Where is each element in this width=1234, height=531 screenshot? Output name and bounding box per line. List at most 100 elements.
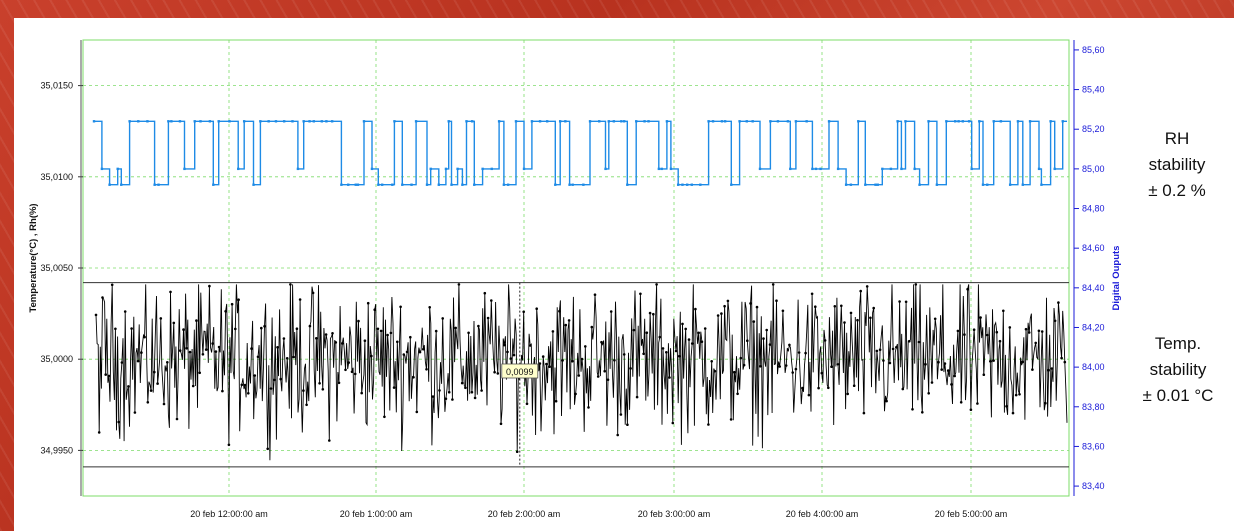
- temperature-series-marker: [525, 402, 529, 406]
- rh-series-marker: [252, 183, 255, 186]
- rh-series-marker: [836, 167, 840, 171]
- temperature-series-marker: [836, 363, 840, 366]
- x-tick-label: 20 feb 3:00:00 am: [638, 509, 711, 519]
- rh-series-marker: [170, 120, 173, 123]
- temperature-series-marker: [256, 355, 260, 359]
- temperature-series-marker: [454, 326, 458, 330]
- temperature-series-marker: [551, 330, 555, 333]
- rh-series-marker: [758, 167, 762, 171]
- temperature-series-marker: [746, 339, 749, 343]
- temperature-series-marker: [930, 381, 934, 384]
- chart-panel: 20 feb 12:00:00 am 20 feb 1:00:00 am 20 fe…: [14, 18, 1234, 531]
- rh-series-marker: [473, 183, 476, 186]
- temperature-series-marker: [619, 413, 623, 416]
- temperature-series-marker: [156, 382, 159, 385]
- rh-series-marker: [981, 183, 985, 186]
- temperature-series-marker: [237, 298, 240, 302]
- temperature-series-marker: [253, 374, 257, 377]
- temperature-series-marker: [272, 378, 276, 382]
- temperature-series-marker: [875, 349, 879, 353]
- temperature-series-marker: [383, 415, 386, 419]
- rh-series-marker: [967, 120, 971, 123]
- rh-series-marker: [986, 183, 989, 186]
- temperature-series-marker: [603, 369, 606, 373]
- temperature-series-marker: [865, 285, 869, 288]
- temperature-series-marker: [548, 365, 551, 369]
- rh-series-marker: [506, 183, 510, 186]
- temperature-series-marker: [859, 289, 862, 293]
- temperature-series-marker: [451, 398, 454, 401]
- temperature-series-marker: [409, 335, 412, 339]
- temperature-series-marker: [729, 418, 733, 421]
- temperature-series-marker: [473, 396, 477, 400]
- temperature-series-marker: [324, 333, 328, 336]
- temperature-series-marker: [700, 340, 704, 344]
- temperature-series-marker: [655, 283, 658, 286]
- temperature-series-marker: [985, 333, 989, 337]
- rh-series-marker: [660, 167, 663, 171]
- temperature-series-marker: [665, 351, 668, 354]
- rh-series-marker: [502, 183, 506, 186]
- temperature-series-marker: [1040, 330, 1044, 333]
- temperature-series-marker: [366, 301, 370, 305]
- temperature-series-marker: [658, 335, 662, 339]
- temperature-series-marker: [590, 325, 594, 329]
- temperature-series-marker: [904, 300, 908, 304]
- temperature-series-marker: [447, 390, 451, 394]
- temperature-series-marker: [146, 401, 150, 404]
- temperature-series-marker: [480, 389, 483, 392]
- temperature-series-marker: [499, 422, 503, 426]
- rh-series-marker: [108, 183, 111, 186]
- rh-series-marker: [296, 167, 300, 171]
- y2-tick-label: 85,60: [1082, 45, 1105, 55]
- temperature-series-marker: [438, 389, 441, 392]
- temperature-series-marker: [901, 387, 905, 391]
- temperature-series-marker: [389, 331, 393, 335]
- y-tick-label: 34,9950: [40, 445, 73, 455]
- temperature-series-marker: [976, 402, 979, 405]
- temperature-series-marker: [133, 411, 137, 414]
- temperature-series-marker: [279, 377, 283, 381]
- rh-series-marker: [769, 120, 772, 123]
- temperature-series-marker: [596, 375, 600, 378]
- rh-series-marker: [669, 167, 673, 171]
- temperature-series-marker: [794, 367, 798, 371]
- temperature-series-marker: [924, 363, 927, 366]
- temperature-series-marker: [376, 327, 380, 331]
- temperature-series-marker: [827, 386, 830, 390]
- rh-series-marker: [819, 167, 822, 171]
- rh-series-marker: [904, 120, 907, 123]
- temperature-series-marker: [593, 293, 597, 297]
- temperature-series-marker: [535, 307, 538, 311]
- temperature-series-marker: [898, 300, 901, 303]
- rh-series-marker: [437, 183, 440, 186]
- temperature-series-marker: [908, 339, 911, 343]
- temperature-series-marker: [966, 287, 969, 291]
- temperature-series-marker: [1024, 327, 1028, 331]
- rh-series-marker: [686, 183, 689, 186]
- rh-series-marker: [178, 120, 182, 123]
- y2-tick-label: 84,40: [1082, 283, 1105, 293]
- rh-series-marker: [128, 120, 131, 123]
- y2-tick-label: 85,40: [1082, 85, 1105, 95]
- rh-series-marker: [362, 120, 366, 123]
- rh-series-marker: [751, 120, 754, 123]
- temperature-series-marker: [632, 328, 636, 332]
- rh-series-marker: [612, 120, 616, 123]
- temperature-series-marker: [292, 355, 296, 359]
- rh-series-marker: [874, 183, 877, 186]
- rh-series-marker: [827, 120, 831, 123]
- rh-series-marker: [354, 183, 357, 186]
- temperature-series-marker: [360, 391, 364, 395]
- temperature-series-marker: [363, 339, 367, 343]
- temperature-series-marker: [1037, 329, 1041, 333]
- temperature-series-marker: [810, 292, 814, 296]
- y2-tick-label: 84,80: [1082, 204, 1105, 214]
- rh-series-marker: [918, 183, 921, 186]
- rh-series-marker: [228, 120, 231, 123]
- rh-series-marker: [514, 120, 518, 123]
- temperature-series-marker: [460, 381, 464, 385]
- temperature-series-marker: [869, 316, 872, 320]
- rh-series-marker: [1053, 167, 1056, 171]
- rh-series-marker: [470, 120, 474, 123]
